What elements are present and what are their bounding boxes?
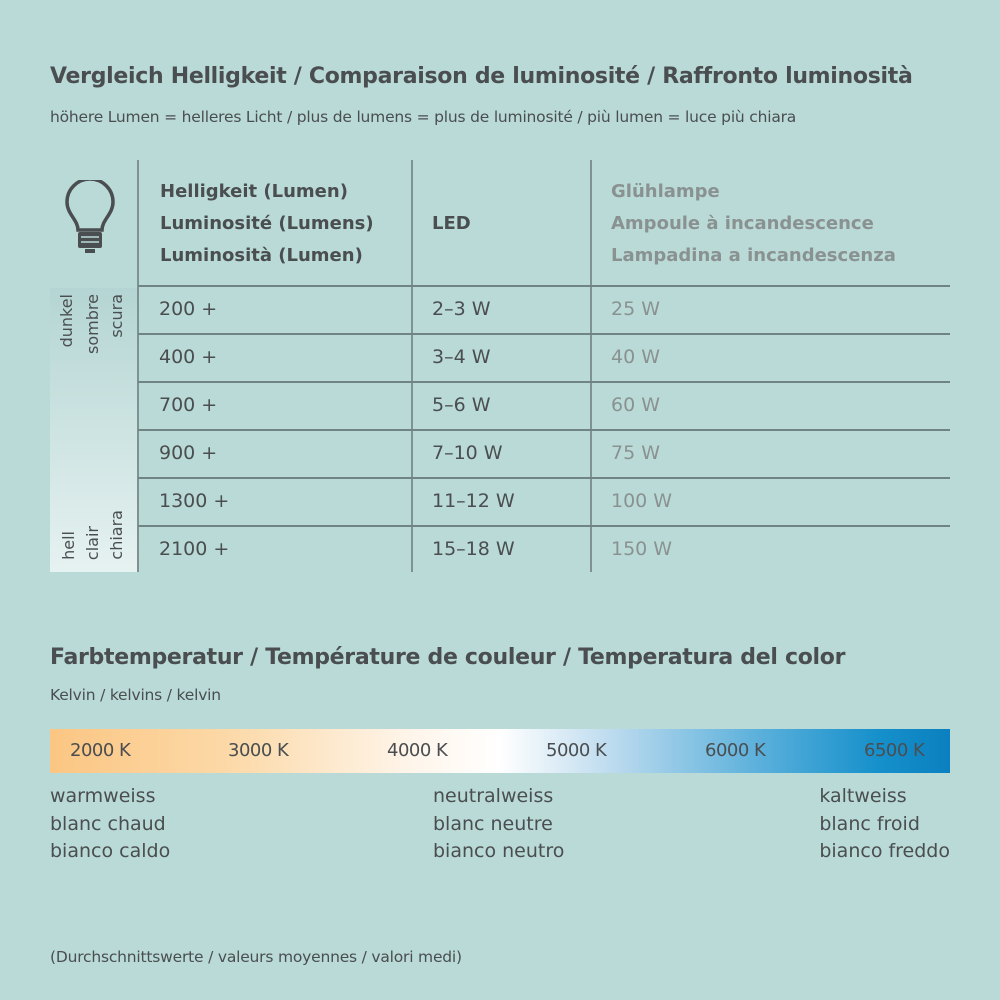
cell-lumen: 2100 + [159, 538, 230, 560]
cell-led: 11–12 W [432, 490, 515, 512]
color-temperature-title: Farbtemperatur / Température de couleur … [50, 645, 846, 670]
cell-led: 3–4 W [432, 346, 491, 368]
header-incandescent: Glühlampe Ampoule à incandescence Lampad… [611, 181, 896, 266]
cell-incandescent: 60 W [611, 394, 661, 416]
warm-label: warmweiss blanc chaud bianco caldo [50, 785, 171, 862]
cell-lumen: 900 + [159, 442, 218, 464]
brightness-title: Vergleich Helligkeit / Comparaison de lu… [50, 64, 913, 89]
cell-incandescent: 100 W [611, 490, 673, 512]
header-led: LED [432, 213, 471, 234]
brightness-scale: dunkel sombre scura hell clair chiara [50, 288, 138, 572]
footnote: (Durchschnittswerte / valeurs moyennes /… [50, 948, 462, 966]
cell-incandescent: 75 W [611, 442, 661, 464]
scale-dark-de: dunkel [57, 294, 76, 348]
cell-incandescent: 150 W [611, 538, 673, 560]
tick-label: 4000 K [387, 740, 448, 761]
divider [590, 160, 592, 572]
cell-incandescent: 40 W [611, 346, 661, 368]
tick-label: 5000 K [546, 740, 607, 761]
divider [137, 160, 139, 572]
tick-label: 2000 K [70, 740, 131, 761]
cell-lumen: 200 + [159, 298, 218, 320]
header-lumen: Helligkeit (Lumen) Luminosité (Lumens) L… [160, 181, 374, 266]
scale-bright-it: chiara [107, 510, 126, 560]
cold-label: kaltweiss blanc froid bianco freddo [819, 785, 950, 862]
tick-label: 6500 K [864, 740, 925, 761]
row-divider [138, 381, 950, 383]
cell-incandescent: 25 W [611, 298, 661, 320]
divider [411, 160, 413, 572]
tick-label: 6000 K [705, 740, 766, 761]
cell-lumen: 1300 + [159, 490, 230, 512]
row-divider [138, 477, 950, 479]
cell-led: 15–18 W [432, 538, 515, 560]
brightness-subtitle: höhere Lumen = helleres Licht / plus de … [50, 108, 797, 126]
row-divider [138, 429, 950, 431]
cell-led: 7–10 W [432, 442, 503, 464]
tick-label: 3000 K [228, 740, 289, 761]
cell-lumen: 700 + [159, 394, 218, 416]
scale-bright-de: hell [59, 531, 78, 560]
scale-dark-it: scura [107, 294, 126, 338]
color-temperature-subtitle: Kelvin / kelvins / kelvin [50, 686, 221, 704]
row-divider [138, 525, 950, 527]
cell-led: 5–6 W [432, 394, 491, 416]
cell-lumen: 400 + [159, 346, 218, 368]
row-divider [138, 333, 950, 335]
light-bulb-icon [65, 180, 115, 253]
row-divider [138, 285, 950, 287]
scale-dark-fr: sombre [83, 294, 102, 354]
neutral-label: neutralweiss blanc neutre bianco neutro [433, 785, 565, 862]
color-temperature-bar: 2000 K 3000 K 4000 K 5000 K 6000 K 6500 … [50, 729, 950, 773]
scale-bright-fr: clair [83, 525, 102, 560]
cell-led: 2–3 W [432, 298, 491, 320]
